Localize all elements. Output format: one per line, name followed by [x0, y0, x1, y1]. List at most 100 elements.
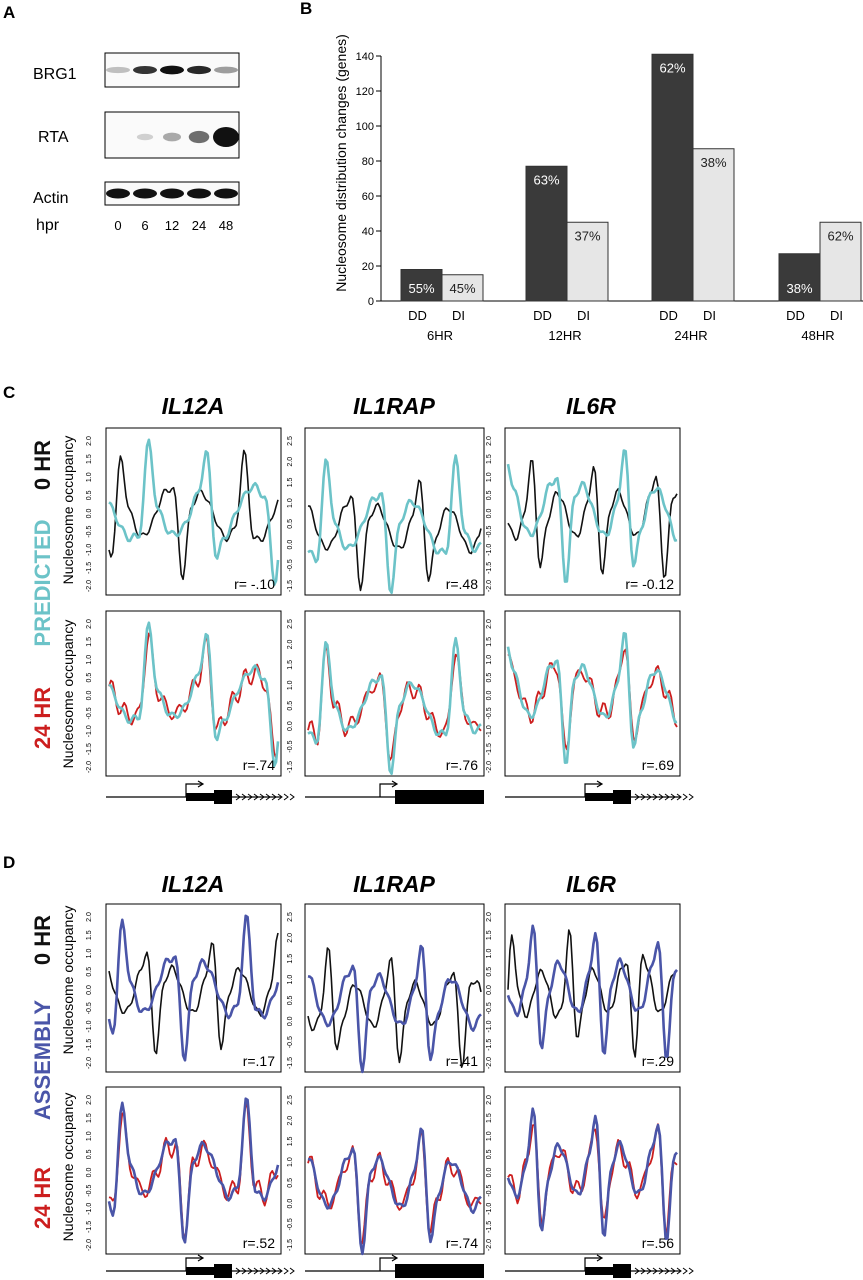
gene-title-il12a: IL12A [162, 871, 225, 897]
line-plot-0hr: -2.0 -1.5 -1.0 -0.5 0.0 0.5 1.0 1.5 2.0 r= -.10 [86, 427, 282, 596]
intron-chevron [247, 793, 253, 801]
intron-chevron [676, 793, 682, 801]
y-tick-label: 1.5 [86, 454, 93, 464]
intron-chevron [670, 793, 676, 801]
y-tick-label: -2.0 [86, 580, 93, 592]
y-tick-label: -0.5 [486, 1002, 493, 1014]
y-tick-label: 1.0 [287, 975, 294, 985]
intron-chevron [640, 793, 646, 801]
intron-chevron [646, 1267, 652, 1275]
blot-bands [106, 65, 239, 199]
y-tick-label: -1.0 [486, 1020, 493, 1032]
line-plot-0hr: -1.5 -0.5 0.0 0.5 1.0 1.5 2.0 2.5 r=.41 [287, 903, 485, 1074]
tss-arrow [185, 783, 202, 797]
intron-chevron [676, 1267, 682, 1275]
occupancy-line [307, 1127, 482, 1256]
line-plot-24hr: -1.5 -0.5 0.0 0.5 1.0 1.5 2.0 2.5 r=.76 [287, 610, 485, 777]
intron-chevron [688, 1267, 694, 1275]
y-tick-label: 0.0 [486, 691, 493, 701]
plot-frame [504, 427, 681, 596]
bar-category-label: DI [452, 308, 465, 323]
y-tick-label: 60 [362, 191, 374, 203]
y-tick-label: 40 [362, 226, 374, 238]
bar-di [441, 274, 484, 302]
y-tick-label: 1.0 [86, 949, 93, 959]
y-tick-label: 0.5 [486, 673, 493, 683]
y-tick-label: -1.0 [486, 725, 493, 737]
intron-chevron [283, 1267, 289, 1275]
exon [395, 790, 484, 804]
plot-frame [504, 1086, 681, 1255]
intron-chevron [235, 793, 241, 801]
y-tick-label: 2.0 [86, 1095, 93, 1105]
y-tick-label: 2.0 [486, 1095, 493, 1105]
panel-label-a: A [3, 3, 15, 22]
intron-chevron [289, 793, 295, 801]
y-tick-label: 1.5 [86, 637, 93, 647]
exon [214, 1264, 232, 1278]
y-tick-label: -1.5 [287, 761, 294, 773]
gene-diagram [505, 780, 694, 804]
y-tick-label: 2.0 [86, 912, 93, 922]
bar-category-label: DI [703, 308, 716, 323]
bar-category-label: DD [786, 308, 805, 323]
blot-band [136, 133, 154, 141]
exon [613, 790, 631, 804]
gene-title-il12a: IL12A [162, 393, 225, 419]
y-tick-label: -1.0 [486, 544, 493, 556]
y-tick-label: 1.5 [287, 954, 294, 964]
plot-frame [504, 903, 681, 1073]
bar-dd [651, 53, 694, 302]
y-tick-label: 1.0 [486, 1131, 493, 1141]
row-label-24hr: 24 HR [30, 687, 55, 749]
intron-chevron [634, 793, 640, 801]
y-tick-label: -1.5 [86, 743, 93, 755]
occupancy-line [307, 636, 482, 775]
y-tick-label: 20 [362, 261, 374, 273]
y-tick-label: 0.0 [287, 1016, 294, 1026]
ylabel-d-bottom: Nucleosome occupancy [60, 1093, 76, 1242]
panel-label-b: B [300, 0, 312, 18]
y-tick-label: 0.5 [486, 967, 493, 977]
blot-band [214, 66, 238, 74]
correlation-label: r=.48 [446, 576, 479, 592]
gene-diagram [106, 1254, 295, 1278]
y-tick-label: 0.0 [486, 985, 493, 995]
intron-chevron [664, 793, 670, 801]
tss-arrow [379, 1257, 396, 1271]
occupancy-line [507, 648, 678, 751]
panel-label-d: D [3, 853, 15, 872]
correlation-label: r= -0.12 [625, 576, 674, 592]
row-label-24hr: 24 HR [30, 1167, 55, 1229]
line-plot-24hr: -2.0 -1.5 -1.0 -0.5 0.0 0.5 1.0 1.5 2.0 r=.56 [486, 1086, 681, 1255]
y-tick-label: 1.0 [486, 472, 493, 482]
line-plot-0hr: -1.5 -0.5 0.0 0.5 1.0 1.5 2.0 2.5 r=.48 [287, 427, 485, 596]
y-tick-label: 1.0 [86, 655, 93, 665]
exon [214, 790, 232, 804]
blot-band [133, 65, 157, 75]
row-label-predicted: PREDICTED [30, 519, 55, 646]
correlation-label: r=.52 [243, 1235, 276, 1251]
y-tick-label: -0.5 [86, 707, 93, 719]
y-tick-label: 0.5 [287, 701, 294, 711]
bar-category-label: DD [659, 308, 678, 323]
y-tick-label: 0.0 [287, 1199, 294, 1209]
y-tick-label: 0.5 [86, 490, 93, 500]
lane-label: 6 [141, 218, 148, 233]
y-tick-label: -1.5 [287, 1239, 294, 1251]
lane-label: 12 [165, 218, 179, 233]
bar-percent-label: 38% [700, 155, 726, 170]
intron-chevron [247, 1267, 253, 1275]
group-label: 12HR [548, 328, 581, 343]
y-tick-label: -2.0 [86, 1057, 93, 1069]
intron-chevron [652, 793, 658, 801]
y-tick-label: 0.0 [486, 1168, 493, 1178]
blot-label-actin: Actin [33, 190, 69, 207]
line-plot-24hr: -1.5 -0.5 0.0 0.5 1.0 1.5 2.0 2.5 r=.74 [287, 1086, 485, 1256]
y-tick-label: 0.0 [86, 509, 93, 519]
correlation-label: r= -.10 [234, 576, 275, 592]
blot-band [214, 188, 238, 199]
y-tick-label: -0.5 [287, 740, 294, 752]
line-plot-24hr: -2.0 -1.5 -1.0 -0.5 0.0 0.5 1.0 1.5 2.0 r=.74 [86, 610, 282, 777]
y-tick-label: 1.5 [287, 477, 294, 487]
